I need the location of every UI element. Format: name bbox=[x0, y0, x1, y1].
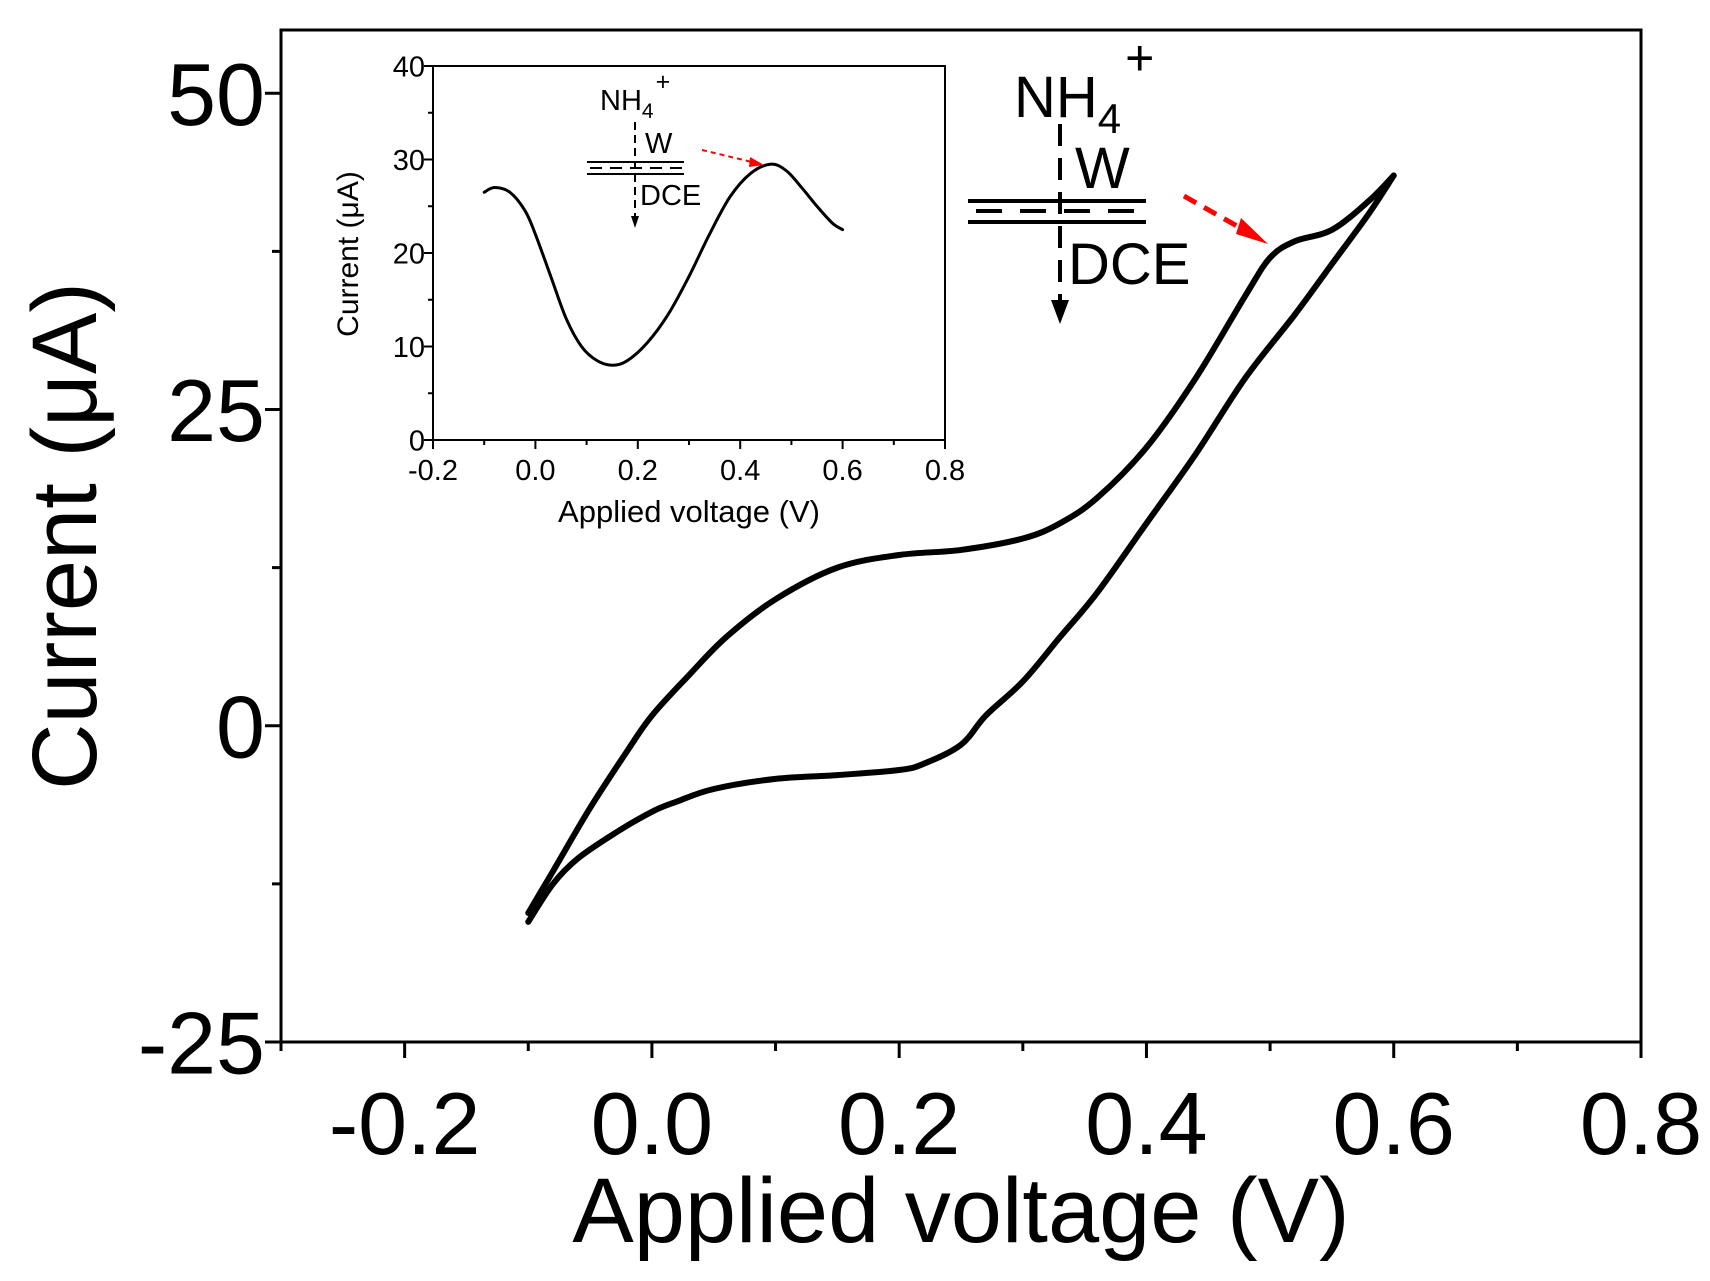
inset-y-axis-label: Current (μA) bbox=[332, 171, 365, 337]
inset-x-ticks: -0.2 0.0 0.2 0.4 0.6 0.8 bbox=[408, 440, 965, 487]
main-x-tick-label: 0.4 bbox=[1085, 1074, 1207, 1173]
inset-x-tick-label: 0.0 bbox=[515, 455, 555, 487]
main-annotation-ion-superscript: + bbox=[1125, 30, 1154, 86]
inset-y-tick-label: 0 bbox=[409, 425, 425, 457]
main-series bbox=[525, 172, 1397, 925]
inset-annotation-ion: NH4+ bbox=[600, 68, 670, 123]
main-y-ticks: -25 0 25 50 bbox=[138, 45, 281, 1093]
main-annotation-upper-phase: W bbox=[1075, 136, 1130, 201]
inset-y-ticks: 0 10 20 30 40 bbox=[393, 51, 433, 457]
main-series-line-1 bbox=[525, 172, 1397, 925]
main-annotation-ion-subscript: 4 bbox=[1098, 95, 1121, 142]
inset-x-tick-label: 0.8 bbox=[925, 455, 965, 487]
inset-x-tick-label: 0.2 bbox=[618, 455, 658, 487]
main-series-line-0 bbox=[525, 172, 1397, 916]
main-x-ticks: -0.2 0.0 0.2 0.4 0.6 0.8 bbox=[279, 1042, 1702, 1173]
main-x-tick-label: -0.2 bbox=[329, 1074, 481, 1173]
main-x-axis-label: Applied voltage (V) bbox=[572, 1160, 1349, 1262]
main-annotation-lower-phase: DCE bbox=[1068, 232, 1190, 297]
inset-transfer-arrow-head bbox=[631, 216, 639, 228]
inset-interface-annotation: NH4+ W DCE bbox=[587, 68, 764, 228]
inset-series bbox=[482, 162, 845, 367]
inset-series-line-0 bbox=[482, 162, 845, 367]
main-red-arrow-head bbox=[1236, 218, 1268, 244]
inset-y-tick-label: 40 bbox=[393, 51, 425, 83]
main-chart: -0.2 0.0 0.2 0.4 0.6 0.8 -25 0 25 50 Applied vol… bbox=[14, 28, 1702, 1262]
inset-y-tick-label: 10 bbox=[393, 332, 425, 364]
inset-y-tick-label: 30 bbox=[393, 145, 425, 177]
main-transfer-arrow-head bbox=[1051, 300, 1069, 324]
main-x-tick-label: 0.8 bbox=[1580, 1074, 1702, 1173]
main-y-tick-label: -25 bbox=[138, 994, 265, 1093]
main-y-tick-label: 50 bbox=[167, 45, 265, 144]
inset-x-tick-label: 0.4 bbox=[720, 455, 760, 487]
inset-annotation-lower-phase: DCE bbox=[640, 180, 701, 212]
main-annotation-ion: NH4+ bbox=[1014, 30, 1154, 142]
inset-x-tick-label: 0.6 bbox=[822, 455, 862, 487]
main-interface-annotation: NH4+ W DCE bbox=[968, 30, 1268, 324]
inset-x-axis-label: Applied voltage (V) bbox=[558, 494, 820, 529]
main-y-tick-label: 25 bbox=[167, 361, 265, 460]
main-x-tick-label: 0.6 bbox=[1333, 1074, 1455, 1173]
inset-y-tick-label: 20 bbox=[393, 238, 425, 270]
inset-red-arrow-head bbox=[749, 157, 764, 167]
main-x-tick-label: 0.2 bbox=[838, 1074, 960, 1173]
main-y-axis-label: Current (μA) bbox=[14, 282, 116, 790]
inset-annotation-ion-subscript: 4 bbox=[642, 100, 654, 123]
inset-x-tick-label: -0.2 bbox=[408, 455, 458, 487]
inset-chart: -0.2 0.0 0.2 0.4 0.6 0.8 0 10 20 30 40 Applied vo… bbox=[332, 51, 965, 529]
inset-annotation-upper-phase: W bbox=[645, 128, 673, 160]
inset-plot-frame bbox=[432, 65, 946, 441]
main-plot-frame bbox=[279, 28, 1643, 1044]
inset-annotation-ion-superscript: + bbox=[656, 68, 671, 96]
main-y-tick-label: 0 bbox=[216, 677, 265, 776]
main-x-tick-label: 0.0 bbox=[591, 1074, 713, 1173]
main-annotation-ion-symbol: NH bbox=[1014, 65, 1098, 130]
inset-annotation-ion-symbol: NH bbox=[600, 85, 642, 117]
main-red-arrow-shaft bbox=[1182, 193, 1246, 233]
